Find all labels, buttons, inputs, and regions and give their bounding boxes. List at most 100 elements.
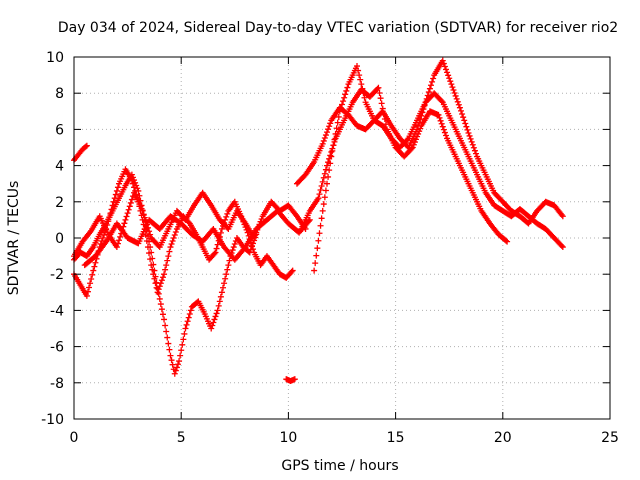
- data-point: [128, 196, 135, 203]
- data-point: [226, 257, 233, 264]
- data-point: [170, 235, 177, 241]
- data-point: [90, 267, 97, 274]
- data-point: [162, 266, 169, 273]
- data-point: [354, 63, 361, 70]
- data-point: [320, 174, 327, 181]
- data-point: [140, 211, 147, 218]
- data-point: [288, 268, 295, 275]
- data-point: [213, 245, 220, 252]
- data-point: [172, 228, 179, 235]
- data-point: [416, 128, 423, 135]
- data-point: [321, 194, 328, 201]
- y-tick-label: 10: [46, 50, 64, 66]
- data-point: [410, 141, 417, 148]
- data-point: [504, 238, 511, 245]
- data-point: [124, 210, 131, 217]
- data-point: [166, 346, 173, 353]
- y-tick-label: -8: [50, 376, 64, 392]
- data-point: [319, 178, 326, 185]
- data-point: [409, 144, 416, 151]
- data-point: [464, 126, 471, 133]
- data-point: [211, 316, 218, 323]
- data-point: [161, 271, 168, 278]
- x-tick-label: 25: [601, 430, 619, 446]
- data-point: [208, 325, 215, 332]
- data-point: [229, 247, 236, 254]
- data-point: [176, 358, 183, 365]
- data-point: [241, 245, 248, 252]
- data-point: [318, 182, 325, 189]
- data-point: [117, 233, 124, 240]
- data-point: [317, 187, 324, 194]
- data-point: [127, 199, 134, 206]
- data-point: [334, 119, 341, 126]
- data-point: [105, 218, 112, 225]
- data-point: [382, 121, 389, 128]
- data-point: [466, 132, 473, 139]
- data-point: [216, 298, 223, 305]
- data-point: [168, 357, 175, 364]
- data-point: [131, 184, 138, 191]
- data-point: [213, 310, 220, 317]
- data-point: [438, 120, 445, 127]
- data-point: [223, 271, 230, 278]
- data-point: [357, 76, 364, 83]
- data-point: [224, 210, 231, 217]
- y-tick-label: 8: [55, 86, 64, 102]
- data-point: [171, 370, 178, 377]
- data-point: [147, 256, 154, 263]
- data-point: [126, 203, 133, 210]
- data-point: [87, 280, 94, 287]
- y-tick-label: -10: [41, 412, 64, 428]
- series-track-g: [298, 84, 511, 245]
- data-point: [169, 238, 176, 245]
- data-point: [446, 75, 453, 82]
- series-track-b: [71, 166, 296, 299]
- data-point: [436, 114, 443, 121]
- data-point: [441, 129, 448, 136]
- data-point: [179, 341, 186, 348]
- data-point: [148, 262, 155, 269]
- axis-ticks: 0 5 10 15 20 25 -10 -8 -6 -4 -2 0 2 4 6 8 10: [41, 50, 619, 446]
- data-point: [440, 60, 447, 67]
- data-point: [289, 267, 296, 274]
- data-point: [146, 228, 153, 235]
- data-point: [99, 235, 106, 241]
- data-point: [463, 123, 470, 130]
- data-point: [91, 263, 98, 270]
- x-tick-label: 15: [387, 430, 405, 446]
- data-point: [174, 361, 181, 368]
- data-point: [339, 101, 345, 108]
- data-point: [320, 137, 327, 144]
- data-point: [178, 347, 185, 354]
- data-point: [374, 85, 381, 92]
- data-point: [452, 92, 459, 99]
- data-point: [439, 123, 446, 130]
- data-point: [328, 149, 335, 156]
- data-point: [337, 104, 344, 111]
- data-point: [340, 98, 347, 105]
- data-point: [322, 166, 329, 173]
- data-point: [456, 104, 463, 111]
- data-point: [444, 69, 451, 76]
- data-point: [168, 241, 175, 248]
- data-point: [129, 180, 136, 187]
- y-tick-label: 6: [55, 122, 64, 138]
- data-point: [215, 302, 222, 309]
- data-point: [462, 120, 469, 127]
- data-point: [123, 213, 130, 220]
- data-point: [325, 159, 332, 166]
- data-point: [161, 316, 168, 323]
- data-point: [83, 292, 90, 299]
- data-point: [211, 250, 218, 257]
- data-point: [438, 98, 445, 105]
- data-point: [185, 219, 192, 226]
- data-point: [182, 325, 189, 332]
- data-point: [425, 89, 432, 96]
- x-tick-label: 0: [70, 430, 79, 446]
- data-point: [125, 206, 132, 213]
- data-point: [427, 82, 434, 89]
- data-point: [375, 84, 382, 91]
- y-tick-label: 0: [55, 231, 64, 247]
